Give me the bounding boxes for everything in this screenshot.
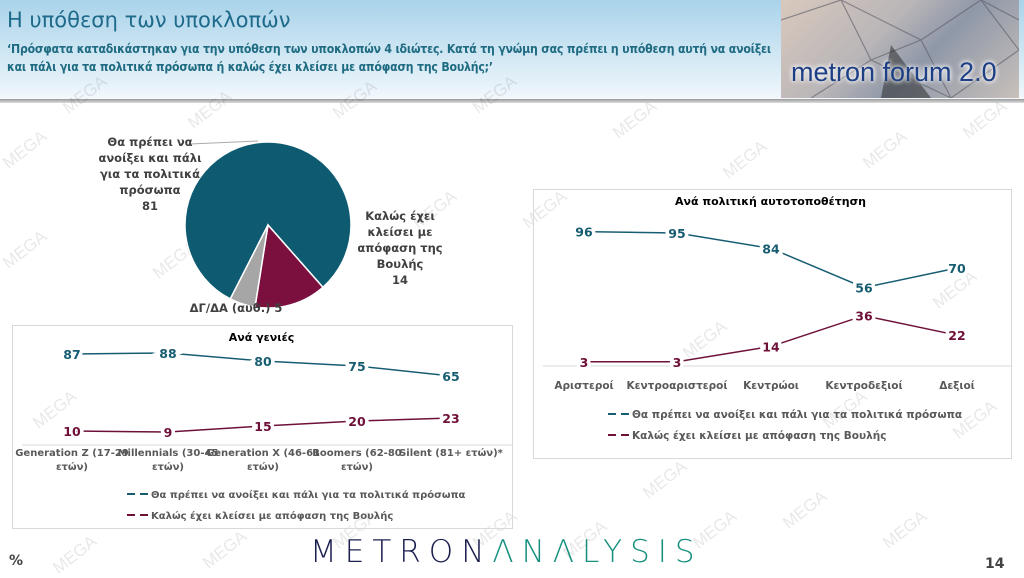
pie-chart: Θα πρέπει να ανοίξει και πάλι για τα πολιτ…: [98, 135, 442, 315]
metron-analysis-logo: METRONΛNΛLYSIS: [310, 534, 703, 570]
data-label: 96: [575, 225, 593, 240]
brand-analysis: ΛNΛLYSIS: [492, 534, 703, 570]
pie-label-closed: Καλώς έχει: [365, 209, 435, 223]
data-label: 15: [254, 419, 271, 434]
data-label: 10: [63, 424, 81, 439]
x-tick-label: Silent (81+ ετών)*: [399, 447, 504, 459]
mega-watermark: MEGA: [859, 126, 911, 173]
unit-label: %: [9, 553, 24, 569]
x-tick-label: ετών): [341, 461, 373, 473]
x-tick-label: Κεντροδεξιοί: [825, 380, 902, 392]
pie-label-open: ανοίξει και πάλι: [98, 151, 201, 165]
pie-label-closed: Βουλής: [377, 257, 424, 271]
legend-label: Καλώς έχει κλείσει με απόφαση της Βουλής: [151, 510, 393, 522]
data-label: 84: [762, 241, 780, 256]
series-line: [584, 314, 958, 363]
data-label: 87: [63, 347, 80, 362]
legend-label: Καλώς έχει κλείσει με απόφαση της Βουλής: [632, 430, 886, 442]
mega-watermark: MEGA: [779, 486, 831, 533]
chart-title: Ανά πολιτική αυτοτοποθέτηση: [675, 195, 866, 208]
pie-label-closed: απόφαση της: [357, 241, 442, 255]
data-label: 3: [580, 355, 589, 370]
data-label: 3: [673, 355, 682, 370]
mega-watermark: MEGA: [879, 506, 931, 553]
survey-question: ‘Πρόσφατα καταδικάστηκαν για την υπόθεση…: [7, 42, 772, 74]
legend-label: Θα πρέπει να ανοίξει και πάλι για τα πολ…: [151, 489, 466, 501]
header-divider: [0, 99, 1024, 103]
x-tick-label: ετών): [247, 461, 279, 473]
data-label: 22: [948, 328, 965, 343]
x-tick-label: Κεντρώοι: [743, 380, 799, 392]
pie-label-open-value: 81: [142, 199, 158, 213]
data-label: 95: [668, 226, 685, 241]
logo-text: metron forum 2.0: [791, 57, 997, 87]
data-label: 75: [348, 359, 365, 374]
page-number: 14: [985, 556, 1005, 572]
mega-watermark: MEGA: [639, 456, 691, 503]
x-tick-label: ετών): [152, 461, 184, 473]
x-tick-label: ετών): [56, 461, 88, 473]
data-label: 65: [442, 369, 459, 384]
data-label: 70: [948, 261, 966, 276]
data-label: 36: [855, 309, 873, 324]
mega-watermark: MEGA: [199, 526, 251, 573]
series-line: [71, 417, 452, 433]
ideology-line-chart: Ανά πολιτική αυτοτοποθέτηση Αριστεροί Κεντ…: [543, 195, 1012, 442]
data-label: 20: [348, 414, 366, 429]
series-line: [583, 230, 958, 289]
pie-label-closed-value: 14: [392, 273, 408, 287]
metron-forum-logo: metron forum 2.0: [781, 0, 1019, 98]
brand-metron: METRON: [310, 534, 493, 570]
x-tick-label: Boomers (62-80: [312, 448, 402, 459]
mega-watermark: MEGA: [959, 96, 1011, 143]
mega-watermark: MEGA: [49, 531, 101, 578]
generations-line-chart: Ανά γενιές Generation Z (17-29 ετών) Millen…: [15, 331, 513, 522]
x-tick-label: Κεντροαριστεροί: [627, 380, 728, 392]
data-label: 9: [164, 425, 173, 440]
pie-label-dk: ΔΓ/ΔΑ (αυθ.) 5: [190, 301, 283, 315]
pie-label-open: πρόσωπα: [119, 183, 180, 197]
page-title: Η υπόθεση των υποκλοπών: [7, 8, 291, 32]
pie-label-closed: κλείσει με: [367, 225, 432, 239]
data-label: 80: [254, 354, 272, 369]
data-label: 23: [442, 411, 459, 426]
pie-label-open: Θα πρέπει να: [107, 135, 192, 149]
x-tick-label: Generation X (46-61: [206, 448, 320, 459]
pie-slice: [229, 224, 269, 308]
series-line: [71, 352, 452, 377]
x-tick-label: Δεξιοί: [939, 380, 975, 392]
pie-label-open: για τα πολιτικά: [100, 167, 200, 181]
generations-chart-box: [12, 325, 513, 529]
x-tick-label: Millennials (30-45: [118, 448, 219, 459]
chart-title: Ανά γενιές: [229, 331, 294, 344]
ideology-chart-box: [533, 189, 1012, 459]
mega-watermark: MEGA: [609, 96, 661, 143]
data-label: 88: [159, 346, 176, 361]
pie-slice: [184, 141, 352, 300]
pie-slice: [254, 223, 324, 309]
x-tick-label: Generation Z (17-29: [15, 448, 129, 459]
mega-watermark: MEGA: [719, 136, 771, 183]
leader-line: [189, 140, 259, 145]
logo-pattern: [781, 0, 1019, 98]
x-tick-label: Αριστεροί: [554, 380, 613, 392]
legend-label: Θα πρέπει να ανοίξει και πάλι για τα πολ…: [632, 409, 962, 421]
data-label: 56: [855, 281, 873, 296]
data-label: 14: [762, 339, 780, 354]
